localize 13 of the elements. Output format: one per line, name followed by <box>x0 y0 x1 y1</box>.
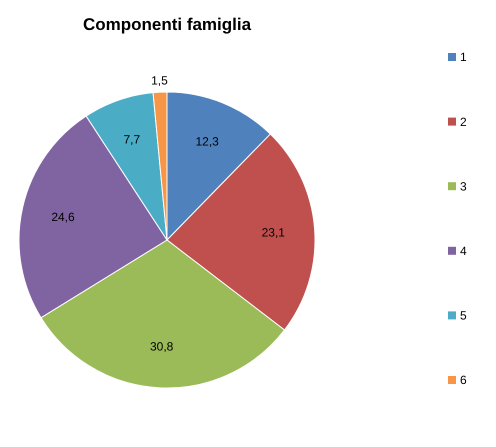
data-label: 1,5 <box>151 74 168 88</box>
data-label: 24,6 <box>51 210 76 224</box>
data-label: 7,7 <box>124 132 141 147</box>
data-label: 30,8 <box>150 340 174 354</box>
legend-label: 3 <box>460 179 467 194</box>
data-label: 23,1 <box>262 226 286 240</box>
legend-label: 1 <box>460 50 467 64</box>
legend-label: 6 <box>460 373 467 388</box>
legend-label: 5 <box>460 308 467 323</box>
data-label: 12,3 <box>195 134 220 148</box>
legend-label: 4 <box>460 244 467 258</box>
legend-label: 2 <box>460 114 467 129</box>
chart-title: Componenti famiglia <box>82 15 252 34</box>
